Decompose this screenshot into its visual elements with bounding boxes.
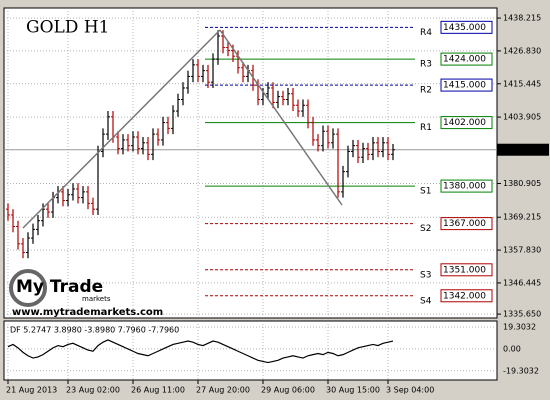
level-box [440,116,493,130]
y-tick-label: 1335.650 [503,310,541,319]
level-label: 1402.000 [443,118,486,128]
x-tick-label: 3 Sep 04:00 [386,386,434,395]
level-label: 1435.000 [443,23,486,33]
level-box [440,179,493,193]
x-tick-label: 27 Aug 20:00 [196,386,250,395]
y-tick-label: 1426.830 [503,46,541,55]
y-tick-label: 1403.905 [503,113,541,122]
level-name: R1 [420,123,432,133]
level-name: R2 [420,86,432,96]
level-box [440,263,493,277]
current-price-label: 1392.600 [499,145,540,155]
chart-title: GOLD H1 [26,18,109,38]
x-tick-label: 21 Aug 2013 [6,386,57,395]
y-tick-label: 1346.445 [503,278,541,287]
level-name: R3 [420,60,432,70]
level-label: 1367.000 [443,219,486,229]
level-name: R4 [420,28,432,38]
x-tick-label: 23 Aug 02:00 [66,386,120,395]
indicator-tick-label: 0.00 [503,344,521,353]
level-name: S2 [420,224,431,234]
main-panel [3,7,498,319]
y-tick-label: 1438.215 [503,14,541,23]
level-box [440,20,493,34]
y-tick-label: 1380.905 [503,179,541,188]
y-tick-label: 1369.215 [503,213,541,222]
y-tick-label: 1415.445 [503,79,541,88]
level-name: S3 [420,270,431,280]
logo-url: www.mytrademarkets.com [12,307,163,318]
trend-line [22,29,221,229]
indicator-line [7,339,394,364]
level-name: S4 [420,296,432,306]
logo-name: My Trade [16,277,103,297]
indicator-tick-label: 19.3032 [503,323,536,332]
level-label: 1380.000 [443,182,486,192]
level-box [440,289,493,303]
level-box [440,78,493,92]
x-tick-label: 26 Aug 11:00 [131,386,185,395]
logo-ring [9,269,47,307]
y-tick-label: 1357.830 [503,246,541,255]
trend-line [219,29,343,206]
level-label: 1424.000 [443,55,486,65]
level-box [440,52,493,66]
indicator-label: DF 5.2747 3.8980 -3.8980 7.7960 -7.7960 [10,326,179,335]
x-tick-label: 30 Aug 15:00 [326,386,380,395]
x-tick-label: 29 Aug 06:00 [261,386,315,395]
level-label: 1415.000 [443,81,486,91]
level-label: 1342.000 [443,291,486,301]
indicator-tick-label: -19.3032 [503,366,539,375]
level-box [440,217,493,231]
current-price-box [497,143,549,156]
level-name: S1 [420,187,431,197]
level-label: 1351.000 [443,265,486,275]
logo-tagline: markets [82,295,111,303]
indicator-panel [3,320,498,381]
logo: My Trade markets www.mytrademarkets.com [9,269,163,318]
layer: 1438.215 1426.830 1415.445 1403.905 1380.905… [4,8,549,395]
